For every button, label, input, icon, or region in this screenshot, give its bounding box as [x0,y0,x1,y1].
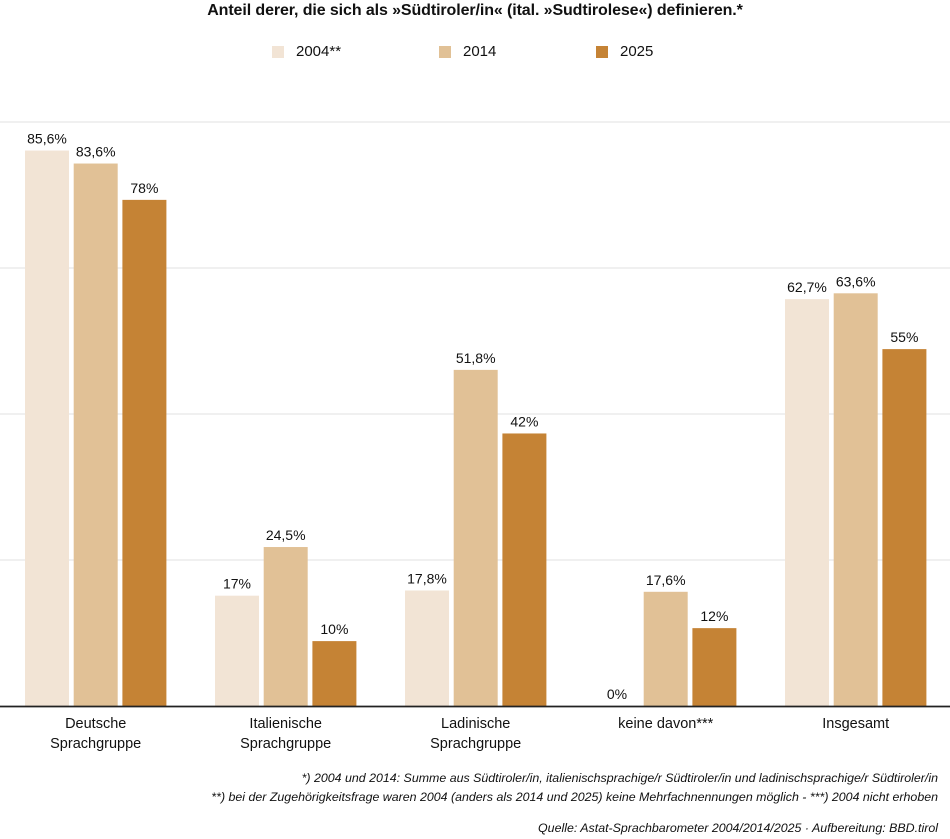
bar-2004-4 [785,299,829,706]
data-label: 85,6% [27,131,67,147]
source-note: Quelle: Astat-Sprachbarometer 2004/2014/… [538,821,938,835]
legend-swatch-2025 [596,45,608,58]
bar-2004-1 [215,595,259,706]
category-label: Sprachgruppe [240,736,331,752]
category-label: Deutsche [65,716,126,732]
data-label: 63,6% [836,273,876,289]
bar-2025-0 [122,199,167,706]
data-label: 55% [890,329,918,345]
legend: 2004** 2014 2025 [0,43,950,63]
legend-swatch-2004 [272,45,284,58]
category-label: Ladinische [441,716,510,732]
chart-title: Anteil derer, die sich als »Südtiroler/i… [207,2,743,19]
category-label: Insgesamt [822,716,889,732]
data-label: 10% [320,621,348,637]
bar-2025-2 [502,433,547,706]
data-label: 62,7% [787,279,827,295]
legend-item-2025: 2025 [596,43,653,60]
legend-label-2014: 2014 [463,43,497,60]
bar-2014-4 [833,293,878,706]
category-label: keine davon*** [618,716,713,732]
data-label: 12% [700,608,728,624]
footnote-2: **) bei der Zugehörigkeitsfrage waren 20… [211,790,938,804]
data-label: 42% [510,413,538,429]
bar-2025-3 [692,628,737,706]
category-label: Sprachgruppe [430,736,521,752]
category-label: Sprachgruppe [50,736,141,752]
footnote-1: *) 2004 und 2014: Summe aus Südtiroler/i… [301,771,938,785]
legend-label-2025: 2025 [620,43,654,60]
legend-item-2014: 2014 [439,43,496,60]
data-label: 17,8% [407,570,447,586]
data-label: 17,6% [646,572,686,588]
data-label: 0% [607,686,627,702]
bar-2014-0 [73,163,118,707]
legend-item-2004: 2004** [272,43,341,60]
bar-chart: 85,6% 83,6% 78% Deutsche Sprachgruppe 17% 24,5… [0,121,950,752]
bar-2025-4 [882,349,927,706]
bar-2025-1 [312,641,357,706]
bar-2014-1 [263,547,308,706]
bar-2014-2 [453,369,498,706]
category-label: Italienische [249,716,322,732]
data-label: 51,8% [456,350,496,366]
bar-2004-0 [25,150,69,706]
bar-2014-3 [643,591,688,706]
data-label: 17% [223,576,251,592]
bar-2004-2 [405,590,449,706]
legend-label-2004: 2004** [296,43,342,60]
legend-swatch-2014 [439,45,451,58]
data-label: 78% [130,180,158,196]
data-label: 83,6% [76,144,116,160]
data-label: 24,5% [266,527,306,543]
